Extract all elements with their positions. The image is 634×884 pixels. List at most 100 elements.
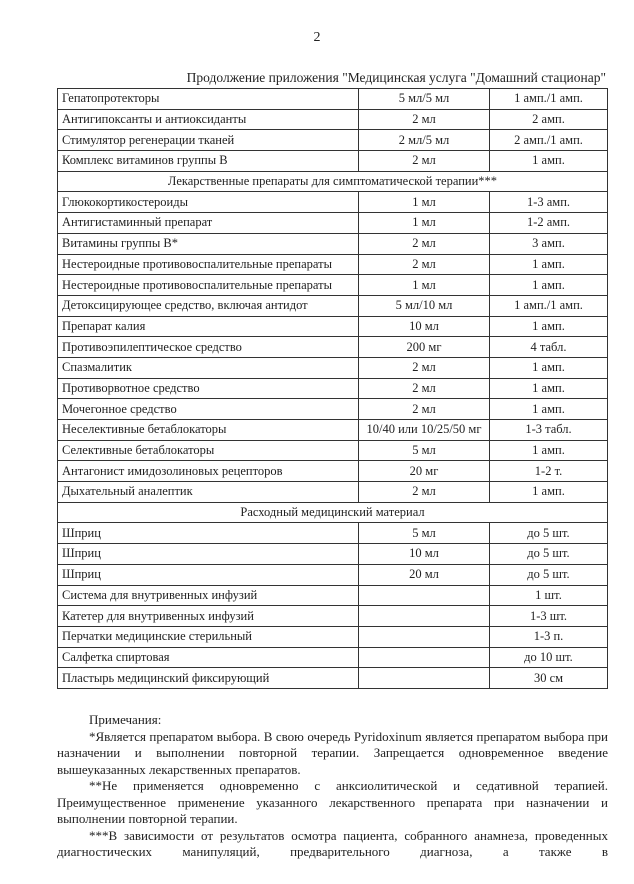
item-name: Пластырь медицинский фиксирующий [57, 667, 359, 689]
item-quantity: 1 амп. [489, 315, 608, 338]
table-row: Стимулятор регенерации тканей 2 мл/5 мл 2 … [57, 129, 608, 152]
section-header-row: Лекарственные препараты для симптоматиче… [57, 170, 608, 193]
supplies-table: Гепатопротекторы 5 мл/5 мл 1 амп./1 амп. Ан… [57, 88, 608, 689]
table-row: Селективные бетаблокаторы 5 мл 1 амп. [57, 439, 608, 462]
item-quantity: 1 амп. [489, 150, 608, 172]
item-quantity: 1 амп. [489, 481, 608, 503]
item-dose: 2 мл [358, 481, 490, 503]
table-row: Мочегонное средство 2 мл 1 амп. [57, 398, 608, 420]
item-quantity: 4 табл. [489, 336, 608, 358]
table-row: Нестероидные противовоспалительные препа… [57, 274, 608, 296]
item-quantity: до 5 шт. [489, 522, 608, 545]
table-row: Нестероидные противовоспалительные препа… [57, 253, 608, 276]
item-dose: 10 мл [358, 543, 490, 565]
table-row: Неселективные бетаблокаторы 10/40 или 10/… [57, 419, 608, 441]
table-row: Система для внутривенных инфузий 1 шт. [57, 584, 608, 607]
item-name: Витамины группы В* [57, 232, 359, 255]
table-row: Антагонист имидозолиновых рецепторов 20 м… [57, 460, 608, 483]
table-row: Гепатопротекторы 5 мл/5 мл 1 амп./1 амп. [57, 88, 608, 110]
item-name: Дыхательный аналептик [57, 481, 359, 503]
item-quantity: 1 амп. [489, 439, 608, 462]
item-quantity: 1-3 табл. [489, 419, 608, 441]
item-name: Детоксицирующее средство, включая антидо… [57, 294, 359, 317]
item-dose: 1 мл [358, 274, 490, 296]
item-dose: 5 мл/5 мл [358, 88, 490, 110]
table-row: Перчатки медицинские стерильный 1-3 п. [57, 625, 608, 648]
item-name: Неселективные бетаблокаторы [57, 419, 359, 441]
item-name: Нестероидные противовоспалительные препа… [57, 253, 359, 276]
table-row: Детоксицирующее средство, включая антидо… [57, 294, 608, 317]
table-row: Шприц 5 мл до 5 шт. [57, 522, 608, 545]
table-row: Катетер для внутривенных инфузий 1-3 шт. [57, 605, 608, 627]
item-dose: 2 мл [358, 232, 490, 255]
item-name: Антагонист имидозолиновых рецепторов [57, 460, 359, 483]
table-row: Препарат калия 10 мл 1 амп. [57, 315, 608, 338]
item-name: Стимулятор регенерации тканей [57, 129, 359, 152]
item-dose: 200 мг [358, 336, 490, 358]
item-name: Шприц [57, 563, 359, 586]
item-name: Мочегонное средство [57, 398, 359, 420]
item-name: Противоэпилептическое средство [57, 336, 359, 358]
item-quantity: 1 амп. [489, 377, 608, 400]
notes-heading: Примечания: [89, 712, 162, 727]
section-header-row: Расходный медицинский материал [57, 501, 608, 524]
document-subtitle: Продолжение приложения "Медицинская услу… [186, 70, 606, 85]
item-dose: 2 мл [358, 398, 490, 420]
note-3: ***В зависимости от результатов осмотра … [57, 827, 608, 860]
item-quantity: до 10 шт. [489, 646, 608, 669]
item-quantity: до 5 шт. [489, 543, 608, 565]
item-name: Антигистаминный препарат [57, 212, 359, 234]
table-row: Антигипоксанты и антиоксиданты 2 мл 2 амп. [57, 108, 608, 131]
item-name: Селективные бетаблокаторы [57, 439, 359, 462]
table-row: Противорвотное средство 2 мл 1 амп. [57, 377, 608, 400]
item-quantity: 1 амп./1 амп. [489, 88, 608, 110]
item-name: Катетер для внутривенных инфузий [57, 605, 359, 627]
table-row: Дыхательный аналептик 2 мл 1 амп. [57, 481, 608, 503]
page-number: 2 [313, 30, 321, 45]
item-quantity: 1-3 амп. [489, 191, 608, 214]
item-name: Салфетка спиртовая [57, 646, 359, 669]
item-name: Шприц [57, 522, 359, 545]
table-row: Глюкокортикостероиды 1 мл 1-3 амп. [57, 191, 608, 214]
table-row: Пластырь медицинский фиксирующий 30 см [57, 667, 608, 689]
note-1: *Является препаратом выбора. В свою очер… [57, 728, 608, 777]
note-2: **Не применяется одновременно с анксиоли… [57, 778, 608, 826]
item-dose: 2 мл [358, 377, 490, 400]
item-quantity: 1 амп. [489, 356, 608, 379]
item-quantity: 1 амп. [489, 253, 608, 276]
item-name: Глюкокортикостероиды [57, 191, 359, 214]
item-quantity: 1 амп. [489, 274, 608, 296]
item-dose: 2 мл/5 мл [358, 129, 490, 152]
item-quantity: 1-2 т. [489, 460, 608, 483]
item-dose [358, 625, 490, 648]
item-dose: 5 мл/10 мл [358, 294, 490, 317]
item-quantity: до 5 шт. [489, 563, 608, 586]
table-row: Спазмалитик 2 мл 1 амп. [57, 356, 608, 379]
item-dose: 2 мл [358, 150, 490, 172]
table-row: Шприц 20 мл до 5 шт. [57, 563, 608, 586]
item-dose: 10 мл [358, 315, 490, 338]
item-name: Комплекс витаминов группы В [57, 150, 359, 172]
item-dose [358, 667, 490, 689]
item-dose [358, 605, 490, 627]
item-dose: 10/40 или 10/25/50 мг [358, 419, 490, 441]
item-quantity: 1-3 шт. [489, 605, 608, 627]
item-dose [358, 584, 490, 607]
item-quantity: 2 амп. [489, 108, 608, 131]
item-quantity: 1 амп./1 амп. [489, 294, 608, 317]
item-quantity: 1 амп. [489, 398, 608, 420]
item-dose: 5 мл [358, 439, 490, 462]
table-row: Противоэпилептическое средство 200 мг 4 та… [57, 336, 608, 358]
item-dose: 20 мг [358, 460, 490, 483]
table-row: Витамины группы В* 2 мл 3 амп. [57, 232, 608, 255]
item-name: Гепатопротекторы [57, 88, 359, 110]
item-quantity: 2 амп./1 амп. [489, 129, 608, 152]
item-dose: 5 мл [358, 522, 490, 545]
table-row: Шприц 10 мл до 5 шт. [57, 543, 608, 565]
item-name: Шприц [57, 543, 359, 565]
item-quantity: 30 см [489, 667, 608, 689]
item-dose: 2 мл [358, 108, 490, 131]
item-dose: 2 мл [358, 253, 490, 276]
